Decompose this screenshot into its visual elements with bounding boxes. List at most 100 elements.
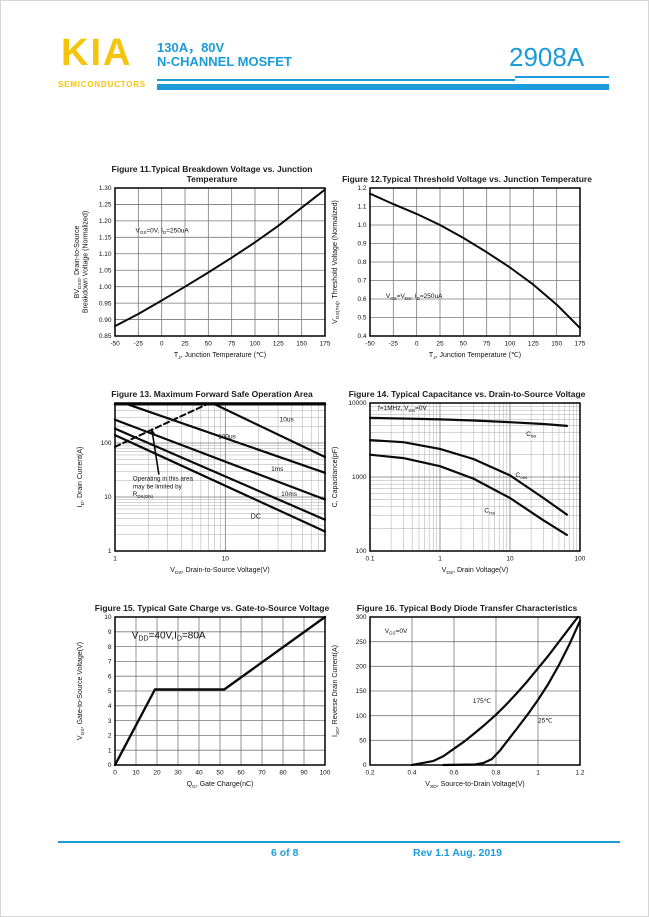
x-axis-label: VSD, Source-to-Drain Voltage(V) <box>425 781 524 790</box>
y-tick-label: 0.9 <box>357 241 366 248</box>
175c-line <box>410 615 579 767</box>
x-tick-label: -50 <box>365 341 375 348</box>
annotation: RDS(ON) <box>133 491 154 499</box>
x-tick-label: -25 <box>134 341 144 348</box>
figure-16-plot-group: 0.2 0.4 0.6 0.8 1 1.2 0 50 100 150 200 250 300 VSD, S… <box>332 614 585 790</box>
y-tick-label: 10000 <box>348 400 366 407</box>
x-tick-label: 0 <box>160 341 164 348</box>
x-tick-label: 50 <box>216 770 224 777</box>
annotation-arrowhead <box>150 428 155 435</box>
x-tick-label: 0 <box>415 341 419 348</box>
x-tick-label: 40 <box>195 770 203 777</box>
y-axis-label: BVDSS, Drain-to-Source <box>74 226 83 299</box>
annotation: f=1MHz, VGS=0V <box>378 405 427 413</box>
figure-14-chart: Figure 14. Typical Capacitance vs. Drain… <box>326 378 608 581</box>
y-tick-label: 2 <box>108 733 112 740</box>
y-tick-label: 1 <box>108 747 112 754</box>
figure-11-plot-group: -50 -25 0 25 50 75 100 125 150 175 0.85 0.90 0.95 1.0… <box>74 185 331 361</box>
y-tick-label: 3 <box>108 718 112 725</box>
y-tick-label: 8 <box>108 644 112 651</box>
figure-15-plot: 0 10 20 30 40 50 60 70 80 90 100 0 1 2 3 4 5 6 7 8 9 10 QG, Ga… <box>77 614 331 790</box>
x-axis-label: QG, Gate Charge(nC) <box>187 781 254 790</box>
x-tick-label: 60 <box>237 770 245 777</box>
y-tick-label: 10 <box>104 614 112 621</box>
y-tick-label: 4 <box>108 703 112 710</box>
figure-16-plot: 0.2 0.4 0.6 0.8 1 1.2 0 50 100 150 200 250 300 VSD, S… <box>332 614 585 790</box>
y-tick-label: 1 <box>108 548 112 555</box>
header-rule-thin <box>157 79 515 81</box>
x-tick-label: 75 <box>228 341 236 348</box>
y-tick-label: 0.7 <box>357 278 366 285</box>
y-tick-label: 100 <box>356 713 367 720</box>
coss-line <box>368 438 568 516</box>
y-tick-label: 100 <box>356 548 367 555</box>
x-tick-label: 125 <box>273 341 284 348</box>
y-tick-label: 1.20 <box>99 218 112 225</box>
x-tick-label: 50 <box>460 341 468 348</box>
x-tick-label: 10 <box>506 556 514 563</box>
x-axis-label: VDS, Drain-to-Source Voltage(V) <box>170 567 269 576</box>
annotation: VGS=0V, ID=250uA <box>136 227 190 235</box>
x-tick-label: 125 <box>528 341 539 348</box>
annotation: Coss <box>516 472 528 480</box>
x-tick-label: 150 <box>551 341 562 348</box>
annotation: Ciss <box>526 431 537 439</box>
footer-rule <box>58 841 620 843</box>
100us-line <box>126 403 327 474</box>
figure-11-plot: -50 -25 0 25 50 75 100 125 150 175 0.85 0.90 0.95 1.0… <box>74 185 331 361</box>
y-tick-label: 10 <box>104 494 112 501</box>
y-tick-label: 0.90 <box>99 317 112 324</box>
rdson-limit-line <box>114 403 208 448</box>
x-tick-label: 150 <box>296 341 307 348</box>
x-tick-label: 10 <box>222 556 230 563</box>
annotation: may be limited by <box>133 483 183 490</box>
x-tick-label: 0 <box>113 770 117 777</box>
10us-line <box>213 403 327 459</box>
figure-15-plot-group: 0 10 20 30 40 50 60 70 80 90 100 0 1 2 3 4 5 6 7 8 9 10 QG, Ga… <box>77 614 331 790</box>
y-axis-label: Breakdown Voltage (Normalized) <box>83 211 90 313</box>
x-tick-label: 100 <box>320 770 331 777</box>
y-tick-label: 1.00 <box>99 284 112 291</box>
figure-13-title: Figure 13. Maximum Forward Safe Operatio… <box>111 388 313 399</box>
25c-line <box>442 619 582 767</box>
x-axis-label: TJ, Junction Temperature (℃) <box>174 352 266 361</box>
x-tick-label: -50 <box>110 341 120 348</box>
x-tick-label: 0.6 <box>449 770 458 777</box>
x-tick-label: 0.8 <box>491 770 500 777</box>
x-tick-label: 175 <box>320 341 331 348</box>
annotation: VGS=0V <box>385 628 408 636</box>
y-tick-label: 1.30 <box>99 185 112 192</box>
x-tick-label: 1 <box>438 556 442 563</box>
y-axis-label: VGS, Gate-to-Source Voltage(V) <box>77 642 86 740</box>
y-tick-label: 0.6 <box>357 296 366 303</box>
y-tick-label: 1.25 <box>99 202 112 209</box>
x-tick-label: 80 <box>279 770 287 777</box>
kia-logo-subtext: SEMICONDUCTORS <box>58 80 146 89</box>
y-tick-label: 200 <box>356 664 367 671</box>
figure-14-plot: 0.1 1 10 100 100 1000 10000 VDS, Drain Voltage(… <box>332 400 586 576</box>
x-tick-label: 10 <box>132 770 140 777</box>
x-tick-label: 100 <box>250 341 261 348</box>
y-tick-label: 1000 <box>352 474 367 481</box>
y-axis-label: ID, Drain Current(A) <box>77 447 86 508</box>
annotation: 100us <box>218 434 236 441</box>
y-axis-label: ISD, Reverse Drain Current(A) <box>332 645 341 737</box>
x-axis-label: TJ, Junction Temperature (℃) <box>429 352 521 361</box>
figure-13-plot-group: 1 10 1 10 100 VDS, Drain-to-Source Voltage(V)… <box>77 402 327 576</box>
device-rating: 130A，80V <box>157 40 225 55</box>
10ms-line <box>113 427 327 521</box>
y-tick-label: 5 <box>108 688 112 695</box>
x-tick-label: 1 <box>536 770 540 777</box>
figure-11-title: Figure 11.Typical Breakdown Voltage vs. … <box>111 163 313 184</box>
annotation: 10us <box>280 417 295 424</box>
figure-12-title: Figure 12.Typical Threshold Voltage vs. … <box>342 173 592 184</box>
y-tick-label: 100 <box>101 440 112 447</box>
x-tick-label: 20 <box>153 770 161 777</box>
figure-13-chart: Figure 13. Maximum Forward Safe Operatio… <box>71 378 353 581</box>
1ms-line <box>113 418 327 501</box>
part-number: 2908A <box>509 42 585 72</box>
x-tick-label: 1.2 <box>575 770 584 777</box>
header-rule-thick <box>157 84 609 90</box>
annotation: DC <box>251 514 261 521</box>
y-tick-label: 50 <box>359 738 367 745</box>
